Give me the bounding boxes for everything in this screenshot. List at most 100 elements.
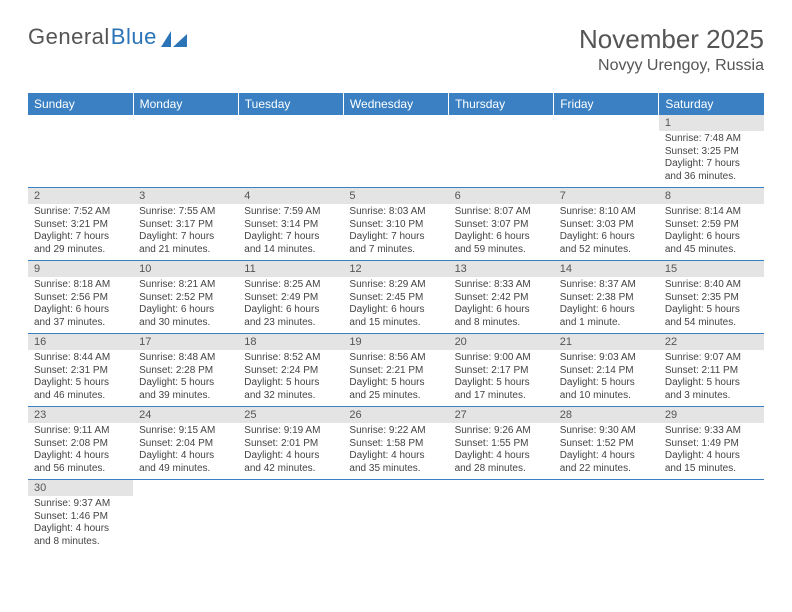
day-header: Saturday xyxy=(659,93,764,115)
daylight-text: Daylight: 4 hours and 8 minutes. xyxy=(34,523,127,548)
calendar-cell: 13Sunrise: 8:33 AMSunset: 2:42 PMDayligh… xyxy=(449,261,554,334)
calendar-cell: 27Sunrise: 9:26 AMSunset: 1:55 PMDayligh… xyxy=(449,407,554,480)
daylight-text: Daylight: 4 hours and 49 minutes. xyxy=(139,450,232,475)
daylight-text: Daylight: 5 hours and 10 minutes. xyxy=(560,377,653,402)
sunrise-text: Sunrise: 9:07 AM xyxy=(665,352,758,365)
sunset-text: Sunset: 3:14 PM xyxy=(244,219,337,232)
daylight-text: Daylight: 5 hours and 46 minutes. xyxy=(34,377,127,402)
month-year: November 2025 xyxy=(579,24,764,55)
sunrise-text: Sunrise: 8:25 AM xyxy=(244,279,337,292)
day-number: 1 xyxy=(659,115,764,131)
day-number: 11 xyxy=(238,261,343,277)
sunrise-text: Sunrise: 8:03 AM xyxy=(349,206,442,219)
location: Novyy Urengoy, Russia xyxy=(579,57,764,75)
day-number: 12 xyxy=(343,261,448,277)
calendar-cell: 30Sunrise: 9:37 AMSunset: 1:46 PMDayligh… xyxy=(28,480,133,553)
sunset-text: Sunset: 1:55 PM xyxy=(455,438,548,451)
sunset-text: Sunset: 2:59 PM xyxy=(665,219,758,232)
calendar-week-row: 30Sunrise: 9:37 AMSunset: 1:46 PMDayligh… xyxy=(28,480,764,553)
calendar-cell xyxy=(28,115,133,188)
calendar-cell xyxy=(133,480,238,553)
calendar-cell: 18Sunrise: 8:52 AMSunset: 2:24 PMDayligh… xyxy=(238,334,343,407)
sunset-text: Sunset: 3:21 PM xyxy=(34,219,127,232)
day-header: Sunday xyxy=(28,93,133,115)
sunset-text: Sunset: 1:46 PM xyxy=(34,511,127,524)
calendar-cell: 17Sunrise: 8:48 AMSunset: 2:28 PMDayligh… xyxy=(133,334,238,407)
calendar-cell: 15Sunrise: 8:40 AMSunset: 2:35 PMDayligh… xyxy=(659,261,764,334)
calendar-cell: 5Sunrise: 8:03 AMSunset: 3:10 PMDaylight… xyxy=(343,188,448,261)
sunrise-text: Sunrise: 7:55 AM xyxy=(139,206,232,219)
logo-text-blue: Blue xyxy=(111,24,157,50)
sunset-text: Sunset: 3:07 PM xyxy=(455,219,548,232)
daylight-text: Daylight: 7 hours and 21 minutes. xyxy=(139,231,232,256)
sunrise-text: Sunrise: 8:52 AM xyxy=(244,352,337,365)
calendar-cell xyxy=(133,115,238,188)
day-number: 29 xyxy=(659,407,764,423)
day-number: 27 xyxy=(449,407,554,423)
calendar-cell: 7Sunrise: 8:10 AMSunset: 3:03 PMDaylight… xyxy=(554,188,659,261)
daylight-text: Daylight: 6 hours and 59 minutes. xyxy=(455,231,548,256)
calendar-cell xyxy=(343,480,448,553)
calendar-cell: 25Sunrise: 9:19 AMSunset: 2:01 PMDayligh… xyxy=(238,407,343,480)
sunset-text: Sunset: 2:52 PM xyxy=(139,292,232,305)
day-number: 17 xyxy=(133,334,238,350)
day-header: Wednesday xyxy=(343,93,448,115)
calendar-cell: 19Sunrise: 8:56 AMSunset: 2:21 PMDayligh… xyxy=(343,334,448,407)
day-number: 13 xyxy=(449,261,554,277)
daylight-text: Daylight: 5 hours and 3 minutes. xyxy=(665,377,758,402)
sunrise-text: Sunrise: 8:07 AM xyxy=(455,206,548,219)
calendar-cell xyxy=(554,480,659,553)
sunrise-text: Sunrise: 9:22 AM xyxy=(349,425,442,438)
sunrise-text: Sunrise: 9:03 AM xyxy=(560,352,653,365)
calendar-cell: 14Sunrise: 8:37 AMSunset: 2:38 PMDayligh… xyxy=(554,261,659,334)
calendar-week-row: 1Sunrise: 7:48 AMSunset: 3:25 PMDaylight… xyxy=(28,115,764,188)
sunrise-text: Sunrise: 8:18 AM xyxy=(34,279,127,292)
calendar-week-row: 2Sunrise: 7:52 AMSunset: 3:21 PMDaylight… xyxy=(28,188,764,261)
day-number: 6 xyxy=(449,188,554,204)
calendar-cell xyxy=(449,480,554,553)
sunset-text: Sunset: 2:11 PM xyxy=(665,365,758,378)
day-number: 30 xyxy=(28,480,133,496)
sunset-text: Sunset: 2:21 PM xyxy=(349,365,442,378)
daylight-text: Daylight: 6 hours and 30 minutes. xyxy=(139,304,232,329)
sunrise-text: Sunrise: 9:33 AM xyxy=(665,425,758,438)
daylight-text: Daylight: 5 hours and 17 minutes. xyxy=(455,377,548,402)
sunrise-text: Sunrise: 9:19 AM xyxy=(244,425,337,438)
calendar-cell: 16Sunrise: 8:44 AMSunset: 2:31 PMDayligh… xyxy=(28,334,133,407)
daylight-text: Daylight: 7 hours and 14 minutes. xyxy=(244,231,337,256)
calendar-cell: 2Sunrise: 7:52 AMSunset: 3:21 PMDaylight… xyxy=(28,188,133,261)
calendar-week-row: 16Sunrise: 8:44 AMSunset: 2:31 PMDayligh… xyxy=(28,334,764,407)
day-number: 28 xyxy=(554,407,659,423)
calendar-cell: 4Sunrise: 7:59 AMSunset: 3:14 PMDaylight… xyxy=(238,188,343,261)
calendar-cell xyxy=(238,115,343,188)
calendar-cell: 28Sunrise: 9:30 AMSunset: 1:52 PMDayligh… xyxy=(554,407,659,480)
logo-flag-icon xyxy=(161,31,187,47)
sunrise-text: Sunrise: 9:00 AM xyxy=(455,352,548,365)
calendar-cell xyxy=(238,480,343,553)
daylight-text: Daylight: 4 hours and 42 minutes. xyxy=(244,450,337,475)
daylight-text: Daylight: 4 hours and 15 minutes. xyxy=(665,450,758,475)
sunrise-text: Sunrise: 8:29 AM xyxy=(349,279,442,292)
sunrise-text: Sunrise: 8:44 AM xyxy=(34,352,127,365)
day-number: 19 xyxy=(343,334,448,350)
day-number: 25 xyxy=(238,407,343,423)
calendar-cell xyxy=(554,115,659,188)
sunrise-text: Sunrise: 7:48 AM xyxy=(665,133,758,146)
sunrise-text: Sunrise: 8:14 AM xyxy=(665,206,758,219)
day-header: Monday xyxy=(133,93,238,115)
daylight-text: Daylight: 5 hours and 54 minutes. xyxy=(665,304,758,329)
sunrise-text: Sunrise: 8:21 AM xyxy=(139,279,232,292)
sunset-text: Sunset: 2:08 PM xyxy=(34,438,127,451)
daylight-text: Daylight: 6 hours and 45 minutes. xyxy=(665,231,758,256)
sunset-text: Sunset: 3:03 PM xyxy=(560,219,653,232)
calendar-header-row: Sunday Monday Tuesday Wednesday Thursday… xyxy=(28,93,764,115)
sunset-text: Sunset: 2:49 PM xyxy=(244,292,337,305)
daylight-text: Daylight: 6 hours and 15 minutes. xyxy=(349,304,442,329)
sunrise-text: Sunrise: 9:15 AM xyxy=(139,425,232,438)
day-number: 2 xyxy=(28,188,133,204)
calendar-week-row: 23Sunrise: 9:11 AMSunset: 2:08 PMDayligh… xyxy=(28,407,764,480)
calendar-cell: 22Sunrise: 9:07 AMSunset: 2:11 PMDayligh… xyxy=(659,334,764,407)
header-row: GeneralBlue November 2025 Novyy Urengoy,… xyxy=(28,24,764,75)
day-number: 10 xyxy=(133,261,238,277)
calendar-cell: 21Sunrise: 9:03 AMSunset: 2:14 PMDayligh… xyxy=(554,334,659,407)
